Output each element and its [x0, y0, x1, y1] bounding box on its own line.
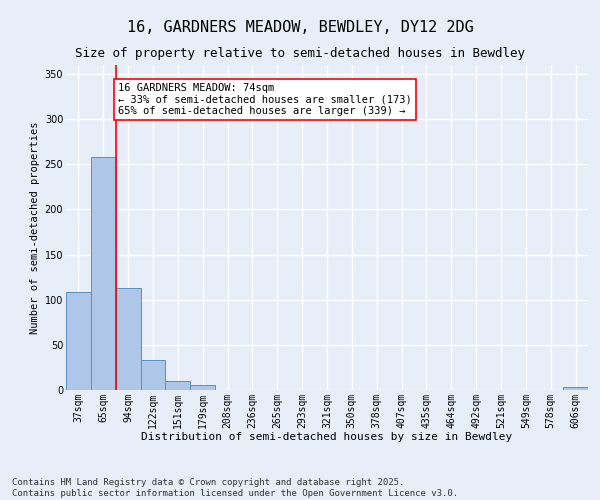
- Bar: [166, 381, 190, 390]
- Text: Contains HM Land Registry data © Crown copyright and database right 2025.
Contai: Contains HM Land Registry data © Crown c…: [12, 478, 458, 498]
- X-axis label: Distribution of semi-detached houses by size in Bewdley: Distribution of semi-detached houses by …: [142, 432, 512, 442]
- Bar: [563, 388, 588, 390]
- Bar: [190, 384, 215, 390]
- Bar: [91, 157, 116, 390]
- Bar: [116, 288, 140, 390]
- Y-axis label: Number of semi-detached properties: Number of semi-detached properties: [31, 121, 40, 334]
- Bar: [140, 360, 166, 390]
- Text: 16 GARDNERS MEADOW: 74sqm
← 33% of semi-detached houses are smaller (173)
65% of: 16 GARDNERS MEADOW: 74sqm ← 33% of semi-…: [118, 83, 412, 116]
- Text: Size of property relative to semi-detached houses in Bewdley: Size of property relative to semi-detach…: [75, 48, 525, 60]
- Bar: [66, 292, 91, 390]
- Text: 16, GARDNERS MEADOW, BEWDLEY, DY12 2DG: 16, GARDNERS MEADOW, BEWDLEY, DY12 2DG: [127, 20, 473, 35]
